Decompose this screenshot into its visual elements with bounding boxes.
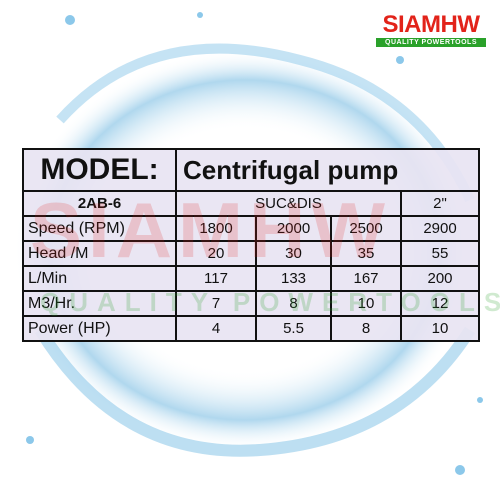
row-label: Speed (RPM) xyxy=(22,215,177,242)
cell-value: 8 xyxy=(330,315,402,342)
cell-value: 8 xyxy=(255,290,332,317)
port-size: 2" xyxy=(400,190,480,217)
model-label: MODEL: xyxy=(22,148,177,192)
cell-value: 2000 xyxy=(255,215,332,242)
spec-row: Head /M 20 30 35 55 xyxy=(22,240,480,267)
cell-value: 55 xyxy=(400,240,480,267)
logo-brand: SIAMHW xyxy=(382,11,480,38)
row-label: M3/Hr. xyxy=(22,290,177,317)
model-value: Centrifugal pump xyxy=(175,148,480,192)
logo: SIAMHW QUALITY POWERTOOLS xyxy=(376,12,486,47)
spec-table: MODEL: Centrifugal pump 2AB-6 SUC&DIS 2"… xyxy=(22,148,480,342)
cell-value: 10 xyxy=(400,315,480,342)
cell-value: 1800 xyxy=(175,215,257,242)
cell-value: 133 xyxy=(255,265,332,292)
cell-value: 10 xyxy=(330,290,402,317)
port-label: SUC&DIS xyxy=(175,190,402,217)
cell-value: 167 xyxy=(330,265,402,292)
cell-value: 5.5 xyxy=(255,315,332,342)
model-code: 2AB-6 xyxy=(22,190,177,217)
cell-value: 2500 xyxy=(330,215,402,242)
cell-value: 12 xyxy=(400,290,480,317)
row-label: Head /M xyxy=(22,240,177,267)
spec-row: Speed (RPM) 1800 2000 2500 2900 xyxy=(22,215,480,242)
cell-value: 35 xyxy=(330,240,402,267)
spec-row: M3/Hr. 7 8 10 12 xyxy=(22,290,480,317)
model-row: MODEL: Centrifugal pump xyxy=(22,148,480,192)
cell-value: 30 xyxy=(255,240,332,267)
code-row: 2AB-6 SUC&DIS 2" xyxy=(22,190,480,217)
cell-value: 7 xyxy=(175,290,257,317)
spec-row: L/Min 117 133 167 200 xyxy=(22,265,480,292)
logo-tagline: QUALITY POWERTOOLS xyxy=(376,38,486,47)
cell-value: 20 xyxy=(175,240,257,267)
cell-value: 4 xyxy=(175,315,257,342)
row-label: L/Min xyxy=(22,265,177,292)
cell-value: 2900 xyxy=(400,215,480,242)
cell-value: 200 xyxy=(400,265,480,292)
row-label: Power (HP) xyxy=(22,315,177,342)
spec-row: Power (HP) 4 5.5 8 10 xyxy=(22,315,480,342)
cell-value: 117 xyxy=(175,265,257,292)
